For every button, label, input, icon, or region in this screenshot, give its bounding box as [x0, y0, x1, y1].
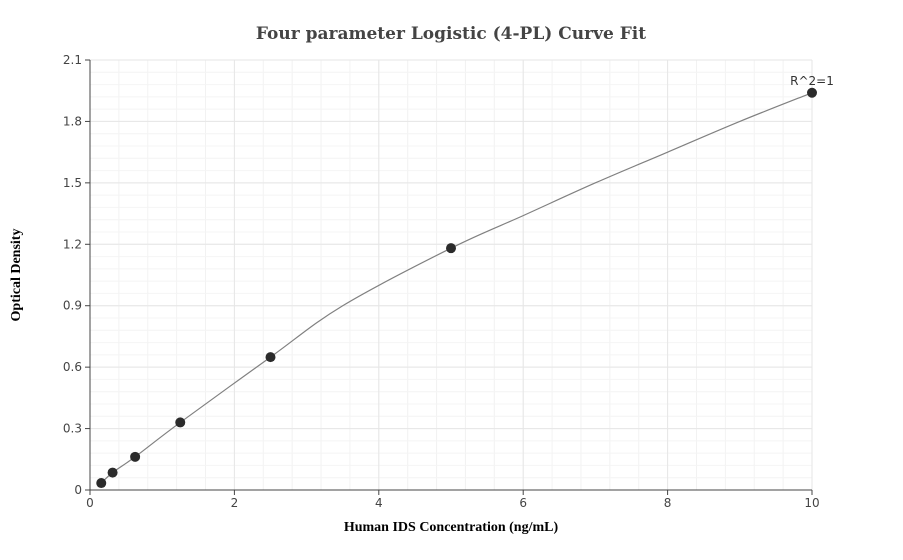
x-tick-label: 0	[86, 496, 94, 510]
x-tick-label: 6	[519, 496, 527, 510]
data-point[interactable]	[130, 451, 141, 462]
data-point[interactable]	[446, 243, 456, 254]
x-tick-label: 8	[664, 496, 672, 510]
y-tick-label: 0	[74, 483, 82, 497]
data-point[interactable]	[96, 478, 107, 489]
y-tick-label: 1.8	[63, 114, 82, 128]
data-point[interactable]	[265, 352, 276, 363]
fit-curve	[100, 92, 813, 484]
y-tick-label: 0.9	[63, 299, 82, 313]
data-point[interactable]	[107, 467, 118, 478]
x-tick-label: 2	[231, 496, 239, 510]
y-tick-label: 0.3	[63, 422, 82, 436]
tick-layer: 0 2 4 6 8 10 0 0.3 0.6 0.9 1.2 1.5 1.8 2.1	[63, 53, 820, 510]
x-tick-label: 4	[375, 496, 383, 510]
point-layer	[96, 87, 817, 489]
y-tick-label: 0.6	[63, 360, 82, 374]
y-tick-label: 2.1	[63, 53, 82, 67]
x-tick-label: 10	[804, 496, 819, 510]
data-point[interactable]	[175, 417, 186, 428]
axis-layer	[89, 60, 812, 491]
y-axis-title: Optical Density	[9, 229, 24, 322]
data-point[interactable]	[807, 87, 817, 98]
y-tick-label: 1.2	[63, 237, 82, 251]
grid-layer	[89, 59, 813, 491]
y-tick-label: 1.5	[63, 176, 82, 190]
x-axis-title: Human IDS Concentration (ng/mL)	[344, 520, 559, 535]
chart-title: Four parameter Logistic (4-PL) Curve Fit	[256, 24, 646, 44]
r-squared-annotation: R^2=1	[790, 74, 834, 88]
